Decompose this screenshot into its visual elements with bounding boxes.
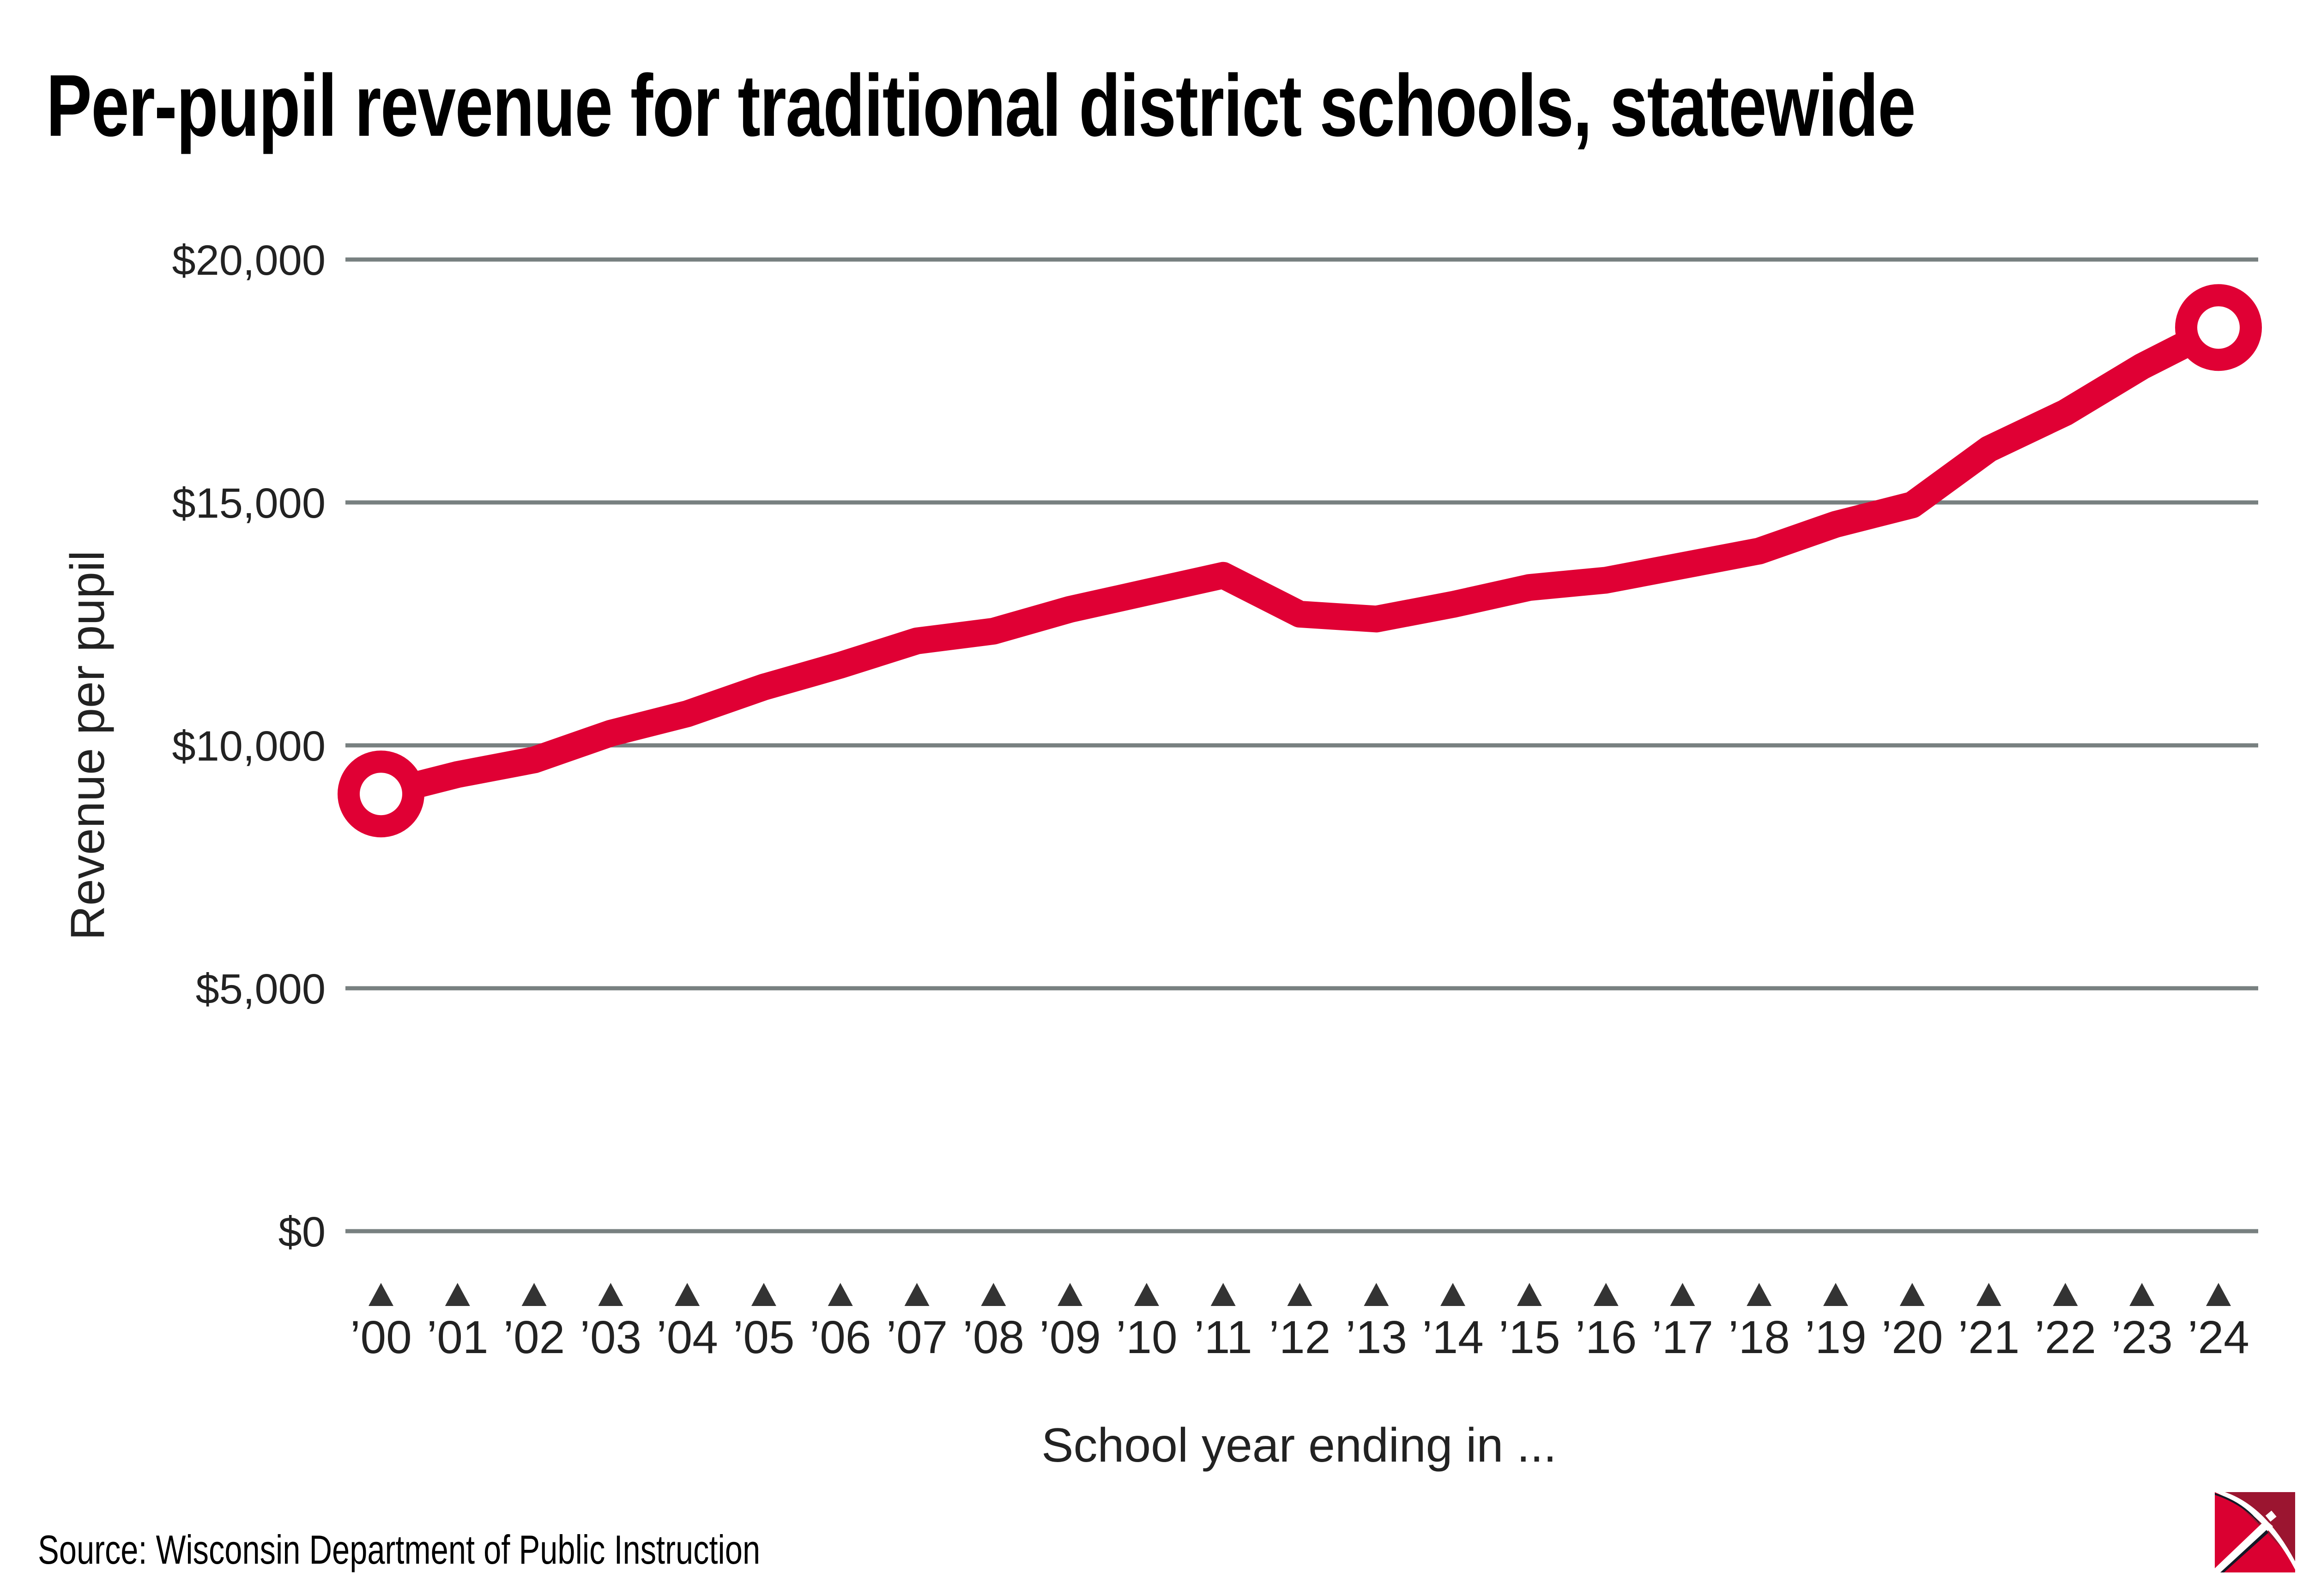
- chart-title: Per-pupil revenue for traditional distri…: [46, 57, 1916, 155]
- x-tick-marker-icon: [1134, 1283, 1159, 1306]
- gridlines: [345, 257, 2258, 1233]
- x-tick-label: ’00: [350, 1312, 411, 1363]
- x-tick-marker-icon: [1899, 1283, 1925, 1306]
- x-tick-label: ’09: [1039, 1312, 1100, 1363]
- x-tick-marker-icon: [521, 1283, 547, 1306]
- x-tick-marker-icon: [1670, 1283, 1695, 1306]
- x-tick-label: ’07: [886, 1312, 948, 1363]
- x-tick-marker-icon: [1058, 1283, 1083, 1306]
- x-tick-label: ’20: [1881, 1312, 1943, 1363]
- x-tick-marker-icon: [1440, 1283, 1466, 1306]
- x-tick-label: ’04: [656, 1312, 718, 1363]
- endpoint-marker: [338, 750, 424, 838]
- x-tick-label: ’18: [1729, 1312, 1790, 1363]
- x-tick-marker-icon: [2129, 1283, 2155, 1306]
- y-tick-label: $0: [278, 1209, 326, 1256]
- x-tick-marker-icon: [1364, 1283, 1389, 1306]
- y-tick-label: $15,000: [172, 480, 326, 527]
- x-tick-marker-icon: [1287, 1283, 1312, 1306]
- x-tick-label: ’17: [1652, 1312, 1713, 1363]
- x-tick-label: ’06: [810, 1312, 871, 1363]
- x-tick-marker-icon: [369, 1283, 393, 1306]
- x-tick-marker-icon: [1976, 1283, 2001, 1306]
- x-tick-label: ’10: [1116, 1312, 1177, 1363]
- x-tick-label: ’14: [1422, 1312, 1483, 1363]
- series-group: [338, 284, 2262, 838]
- x-tick-marker-icon: [751, 1283, 776, 1306]
- x-tick-label: ’21: [1958, 1312, 2019, 1363]
- x-tick-label: ’22: [2035, 1312, 2096, 1363]
- x-tick-marker-icon: [1747, 1283, 1772, 1306]
- x-tick-label: ’03: [580, 1312, 641, 1363]
- x-tick-marker-icon: [1517, 1283, 1542, 1306]
- x-tick-label: ’13: [1346, 1312, 1407, 1363]
- x-tick-marker-icon: [981, 1283, 1006, 1306]
- x-tick-marker-icon: [2053, 1283, 2078, 1306]
- endpoint-marker: [2175, 284, 2262, 371]
- x-tick-label: ’02: [503, 1312, 565, 1363]
- x-tick-label: ’23: [2111, 1312, 2172, 1363]
- x-tick-marker-icon: [1593, 1283, 1619, 1306]
- x-tick-label: ’01: [427, 1312, 488, 1363]
- x-tick-label: ’24: [2188, 1312, 2249, 1363]
- x-tick-markers: [369, 1283, 2231, 1306]
- pickaxe-logo-icon: [2215, 1492, 2295, 1572]
- x-tick-marker-icon: [445, 1283, 470, 1306]
- x-tick-marker-icon: [675, 1283, 700, 1306]
- series-line: [377, 315, 2225, 807]
- x-tick-marker-icon: [598, 1283, 623, 1306]
- y-tick-label: $5,000: [196, 966, 326, 1013]
- x-tick-label: ’12: [1269, 1312, 1330, 1363]
- x-tick-label: ’16: [1575, 1312, 1637, 1363]
- x-tick-marker-icon: [828, 1283, 853, 1306]
- y-tick-label: $10,000: [172, 723, 326, 770]
- x-tick-label: ’11: [1194, 1312, 1252, 1363]
- y-axis-title: Revenue per pupil: [61, 550, 115, 940]
- x-tick-marker-icon: [904, 1283, 930, 1306]
- x-tick-label: ’08: [963, 1312, 1024, 1363]
- x-tick-label: ’05: [733, 1312, 794, 1363]
- x-axis-title: School year ending in ...: [1041, 1419, 1557, 1472]
- x-tick-marker-icon: [2206, 1283, 2231, 1306]
- y-tick-label: $20,000: [172, 237, 326, 284]
- x-tick-label: ’15: [1499, 1312, 1560, 1363]
- source-note: Source: Wisconsin Department of Public I…: [38, 1527, 761, 1572]
- x-tick-marker-icon: [1823, 1283, 1849, 1306]
- x-tick-labels: ’00 ’01 ’02 ’03 ’04 ’05 ’06 ’07 ’08 ’09 ’10 ’11 ’12 ’…: [350, 1312, 2249, 1363]
- x-tick-marker-icon: [1210, 1283, 1236, 1306]
- x-tick-label: ’19: [1805, 1312, 1866, 1363]
- y-tick-labels: $0 $5,000 $10,000 $15,000 $20,000: [172, 237, 326, 1256]
